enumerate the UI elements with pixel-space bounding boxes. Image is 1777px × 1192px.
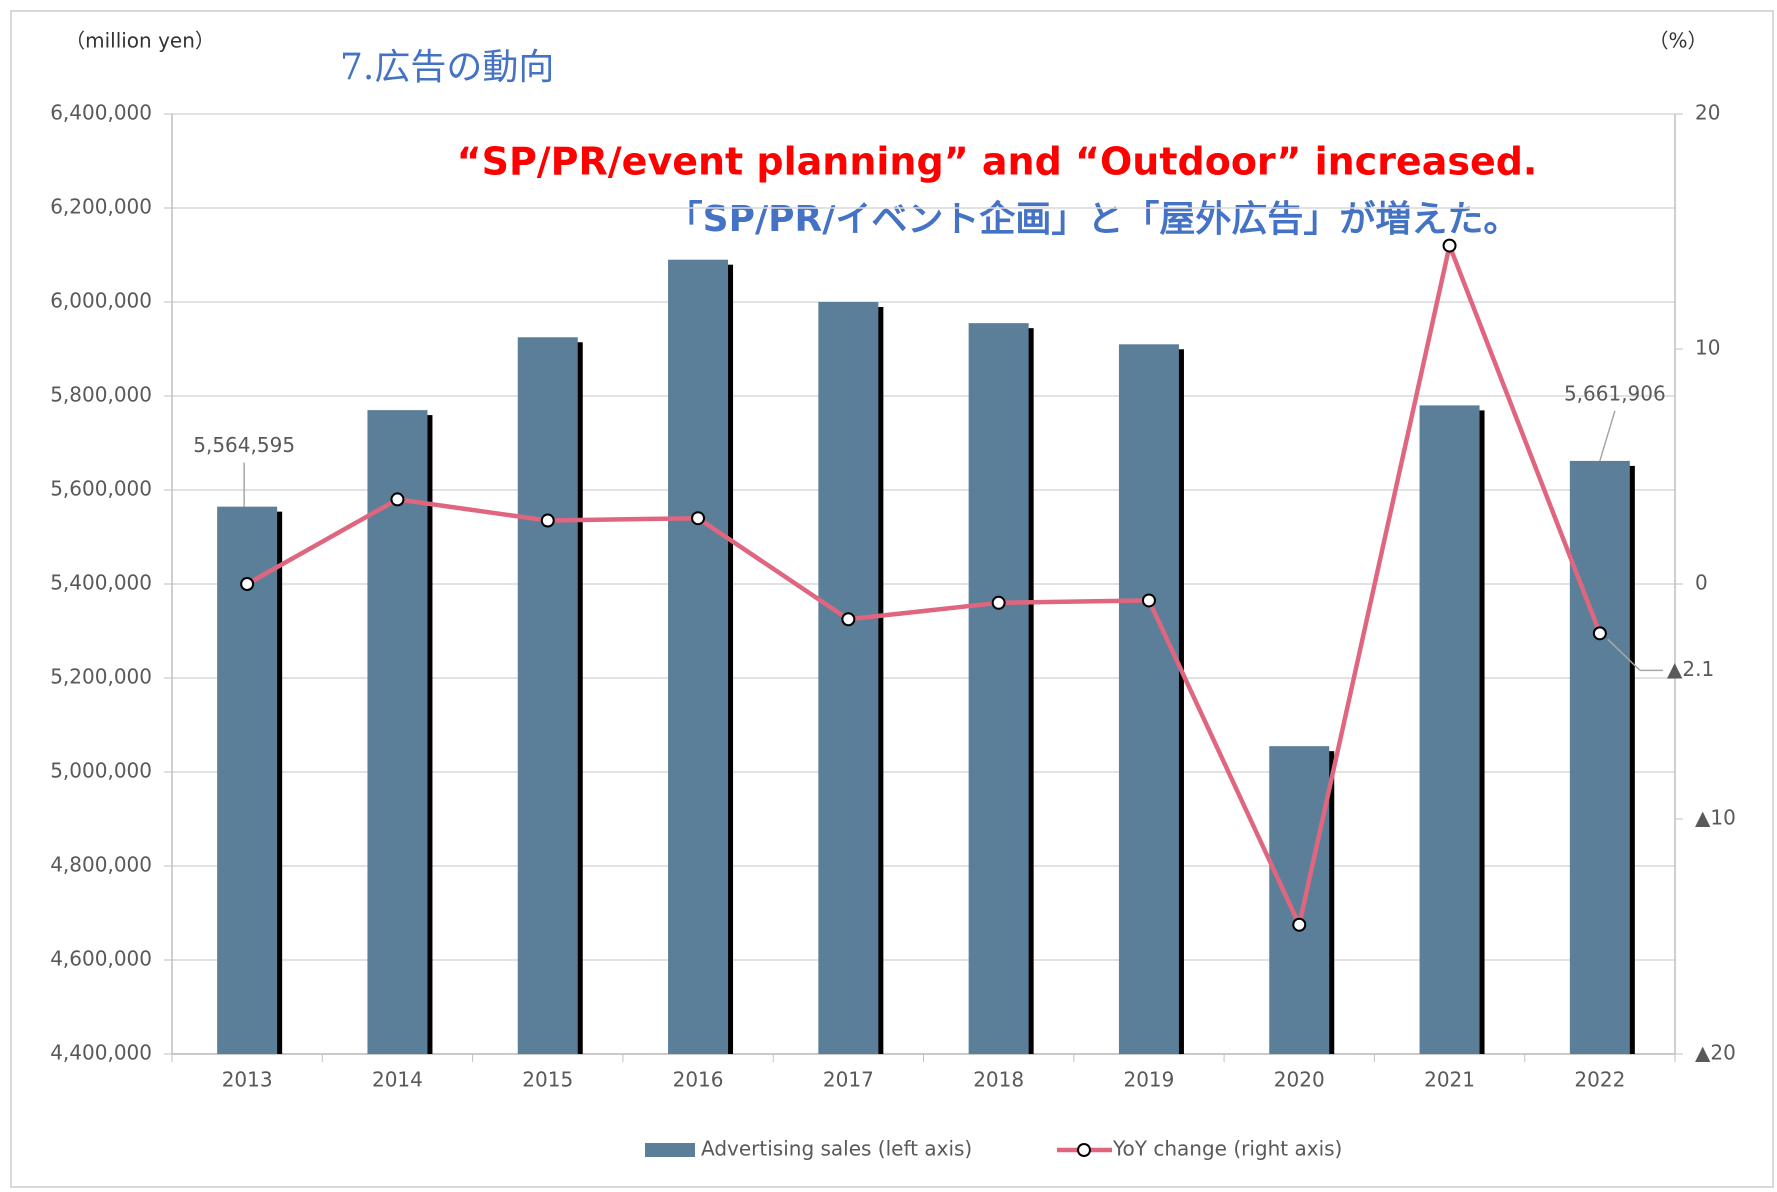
legend-swatch <box>1077 1143 1091 1157</box>
leader-line <box>1607 638 1641 671</box>
x-tick-label: 2014 <box>372 1068 423 1092</box>
line-marker <box>1442 238 1457 253</box>
data-label: 5,564,595 <box>193 433 295 457</box>
line-marker <box>1292 917 1307 932</box>
x-tick-label: 2017 <box>823 1068 874 1092</box>
x-tick-label: 2015 <box>522 1068 573 1092</box>
x-tick-label: 2022 <box>1574 1068 1625 1092</box>
bar <box>818 302 879 1054</box>
line-marker <box>691 511 706 526</box>
x-tick-label: 2020 <box>1274 1068 1325 1092</box>
y-tick-label: 4,600,000 <box>50 947 152 971</box>
legend-swatch <box>645 1143 695 1157</box>
bar <box>1569 460 1630 1054</box>
y-tick-label: 5,200,000 <box>50 665 152 689</box>
chart-subtitle: “SP/PR/event planning” and “Outdoor” inc… <box>457 140 1538 184</box>
y-tick-label: 4,800,000 <box>50 853 152 877</box>
y-tick-label: 4,400,000 <box>50 1041 152 1065</box>
line-marker <box>240 577 255 591</box>
chart-frame <box>10 10 1774 1188</box>
y-tick-label: 5,000,000 <box>50 759 152 783</box>
line-marker <box>540 513 555 528</box>
bar <box>1118 344 1179 1054</box>
x-tick-label: 2019 <box>1123 1068 1174 1092</box>
x-tick-label: 2013 <box>222 1068 273 1092</box>
bar <box>668 259 729 1054</box>
annotation: 「SP/PR/イベント企画」と「屋外広告」が増えた。 <box>667 198 1520 240</box>
y-tick-label: 5,800,000 <box>50 383 152 407</box>
y2-tick-label: 0 <box>1695 571 1708 595</box>
line <box>246 243 1602 927</box>
y2-tick-label: ▲10 <box>1695 806 1736 830</box>
line-marker <box>991 595 1006 610</box>
line-marker <box>1141 593 1156 608</box>
x-tick-label: 2016 <box>673 1068 724 1092</box>
y2-tick-label: 10 <box>1695 336 1720 360</box>
data-label: ▲2.1 <box>1667 657 1714 681</box>
x-tick-label: 2018 <box>973 1068 1024 1092</box>
legend-label: Advertising sales (left axis) <box>701 1137 972 1161</box>
leader-line <box>1599 410 1616 462</box>
y2-tick-label: ▲20 <box>1695 1041 1736 1065</box>
y2-tick-label: 20 <box>1695 101 1720 125</box>
bar <box>217 506 278 1054</box>
y-tick-label: 5,400,000 <box>50 571 152 595</box>
y2-axis-label: （%） <box>1648 29 1707 53</box>
legend-label: YoY change (right axis) <box>1112 1137 1342 1161</box>
line-marker <box>841 612 856 627</box>
line-marker <box>390 492 405 507</box>
chart-title: 7.広告の動向 <box>340 47 554 88</box>
bar <box>367 410 428 1055</box>
bar <box>968 323 1029 1054</box>
data-label: 5,661,906 <box>1564 381 1666 405</box>
y-tick-label: 6,000,000 <box>50 289 152 313</box>
y-tick-label: 6,400,000 <box>50 101 152 125</box>
y-tick-label: 5,600,000 <box>50 477 152 501</box>
y-tick-label: 6,200,000 <box>50 195 152 219</box>
x-tick-label: 2021 <box>1424 1068 1475 1092</box>
bar <box>1419 405 1480 1054</box>
bar <box>1269 746 1330 1054</box>
y-axis-label: （million yen） <box>65 29 215 53</box>
bar <box>517 337 578 1054</box>
line-marker <box>1592 626 1607 641</box>
